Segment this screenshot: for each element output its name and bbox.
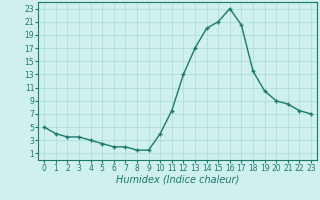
X-axis label: Humidex (Indice chaleur): Humidex (Indice chaleur) (116, 175, 239, 185)
